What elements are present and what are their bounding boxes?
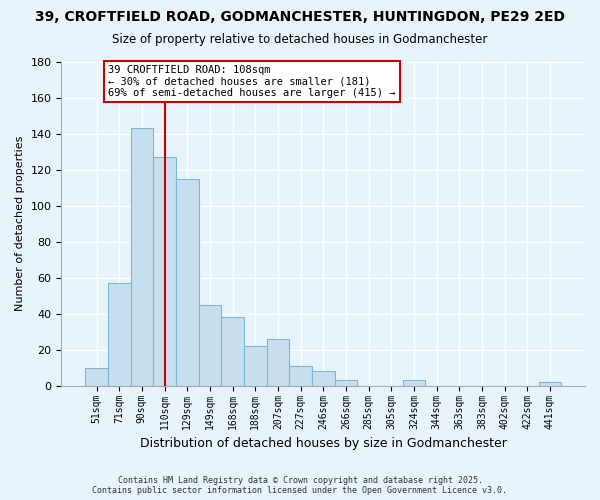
X-axis label: Distribution of detached houses by size in Godmanchester: Distribution of detached houses by size … (140, 437, 506, 450)
Text: Contains HM Land Registry data © Crown copyright and database right 2025.
Contai: Contains HM Land Registry data © Crown c… (92, 476, 508, 495)
Text: 39, CROFTFIELD ROAD, GODMANCHESTER, HUNTINGDON, PE29 2ED: 39, CROFTFIELD ROAD, GODMANCHESTER, HUNT… (35, 10, 565, 24)
Bar (403, 380, 425, 386)
Bar (131, 128, 153, 386)
Bar (221, 318, 244, 386)
Bar (108, 283, 131, 386)
Bar (289, 366, 312, 386)
Y-axis label: Number of detached properties: Number of detached properties (15, 136, 25, 312)
Bar (539, 382, 561, 386)
Bar (85, 368, 108, 386)
Bar (244, 346, 266, 386)
Bar (153, 157, 176, 386)
Bar (335, 380, 357, 386)
Bar (199, 304, 221, 386)
Text: Size of property relative to detached houses in Godmanchester: Size of property relative to detached ho… (112, 32, 488, 46)
Text: 39 CROFTFIELD ROAD: 108sqm
← 30% of detached houses are smaller (181)
69% of sem: 39 CROFTFIELD ROAD: 108sqm ← 30% of deta… (108, 65, 395, 98)
Bar (312, 372, 335, 386)
Bar (176, 178, 199, 386)
Bar (266, 339, 289, 386)
